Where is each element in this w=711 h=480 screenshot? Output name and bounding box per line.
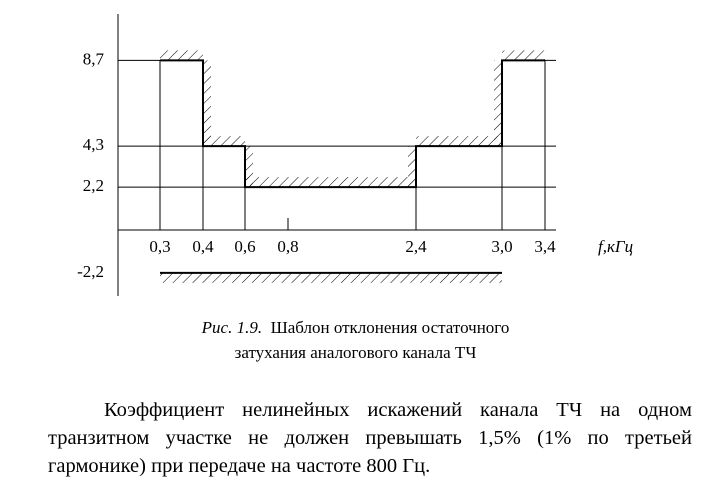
hatch (416, 136, 502, 147)
hatch (203, 60, 211, 147)
paragraph: Коэффициент нелинейных искажений канала … (48, 399, 692, 477)
hatch (245, 146, 253, 188)
hatch (408, 146, 416, 188)
caption-number: Рис. 1.9. (201, 318, 263, 337)
caption-line: затухания аналогового канала ТЧ (234, 343, 477, 362)
hatch (203, 136, 245, 147)
mask-upper (160, 59, 545, 189)
caption: Рис. 1.9. Шаблон отклонения остаточного (0, 318, 711, 338)
hatch (160, 272, 502, 283)
x-tick-label: 3,4 (534, 237, 556, 256)
y-tick-label: 8,7 (83, 49, 105, 68)
x-tick-label: 0,3 (149, 237, 170, 256)
x-tick-label: 2,4 (405, 237, 427, 256)
y-tick-label: 4,3 (83, 135, 104, 154)
y-tick-label: 2,2 (83, 176, 104, 195)
hatch (160, 50, 203, 61)
caption-line: Шаблон отклонения остаточного (270, 318, 510, 337)
hatch (494, 60, 502, 147)
hatch (502, 50, 545, 61)
figure: f,кГц 8,7 4,3 2,2 -2,2 0,3 0,4 0,6 0,8 2,4 3,0 3,4 (77, 14, 633, 296)
x-tick-label: 0,4 (192, 237, 214, 256)
x-tick-label: 3,0 (491, 237, 512, 256)
x-tick-label: 0,8 (277, 237, 298, 256)
x-tick-label: 0,6 (234, 237, 255, 256)
y-tick-label: -2,2 (77, 262, 104, 281)
x-axis-label: f,кГц (598, 237, 633, 256)
hatch (245, 177, 416, 188)
